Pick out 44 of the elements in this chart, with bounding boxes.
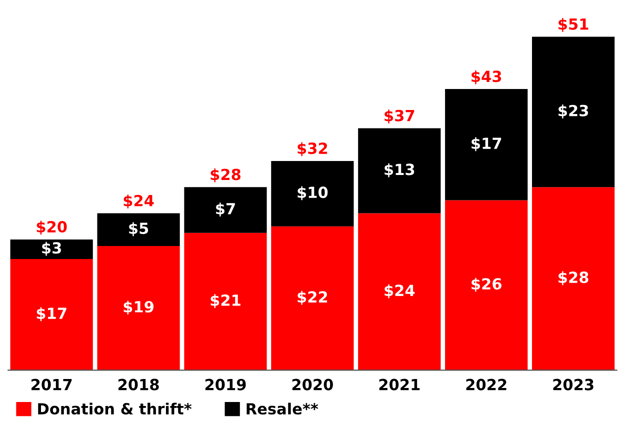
bar	[271, 226, 354, 370]
total-label: $28	[210, 168, 240, 182]
x-tick-label: 2023	[553, 378, 594, 390]
data-label: $17	[36, 307, 66, 322]
total-label: $43	[472, 70, 502, 84]
data-label: $21	[210, 294, 240, 308]
x-tick-label: 2019	[205, 378, 246, 390]
total-label: $32	[298, 142, 328, 156]
bar	[358, 128, 441, 214]
bar	[97, 213, 180, 246]
bar	[10, 259, 93, 370]
data-label: $5	[129, 222, 148, 236]
bar	[184, 187, 267, 233]
x-tick-label: 2021	[379, 378, 420, 390]
bar	[97, 246, 180, 370]
x-tick-label: 2017	[32, 378, 72, 390]
data-label: $22	[298, 290, 328, 305]
total-label: $24	[124, 194, 154, 208]
legend-label: Resale**	[246, 402, 318, 415]
data-label: $28	[558, 271, 588, 286]
x-tick-label: 2022	[466, 378, 506, 390]
data-label: $7	[216, 202, 235, 216]
data-label: $23	[558, 104, 588, 118]
bar	[358, 213, 441, 370]
data-label: $26	[472, 278, 502, 292]
x-tick-label: 2018	[118, 378, 159, 390]
bar	[445, 89, 528, 200]
legend-label: Donation & thrift*	[38, 402, 192, 415]
bar	[532, 36, 615, 188]
x-tick-label: 2020	[292, 378, 333, 390]
bar	[184, 232, 267, 370]
total-label: $20	[36, 220, 67, 235]
bar	[532, 187, 615, 370]
data-label: $19	[124, 300, 154, 315]
data-label: $3	[42, 242, 61, 256]
data-label: $17	[472, 137, 502, 152]
bar	[10, 239, 93, 260]
data-label: $13	[384, 163, 414, 178]
data-label: $10	[298, 186, 328, 200]
bar	[445, 200, 528, 370]
bar	[271, 160, 354, 226]
total-label: $37	[384, 110, 414, 124]
total-label: $51	[558, 18, 588, 32]
data-label: $24	[384, 284, 415, 298]
